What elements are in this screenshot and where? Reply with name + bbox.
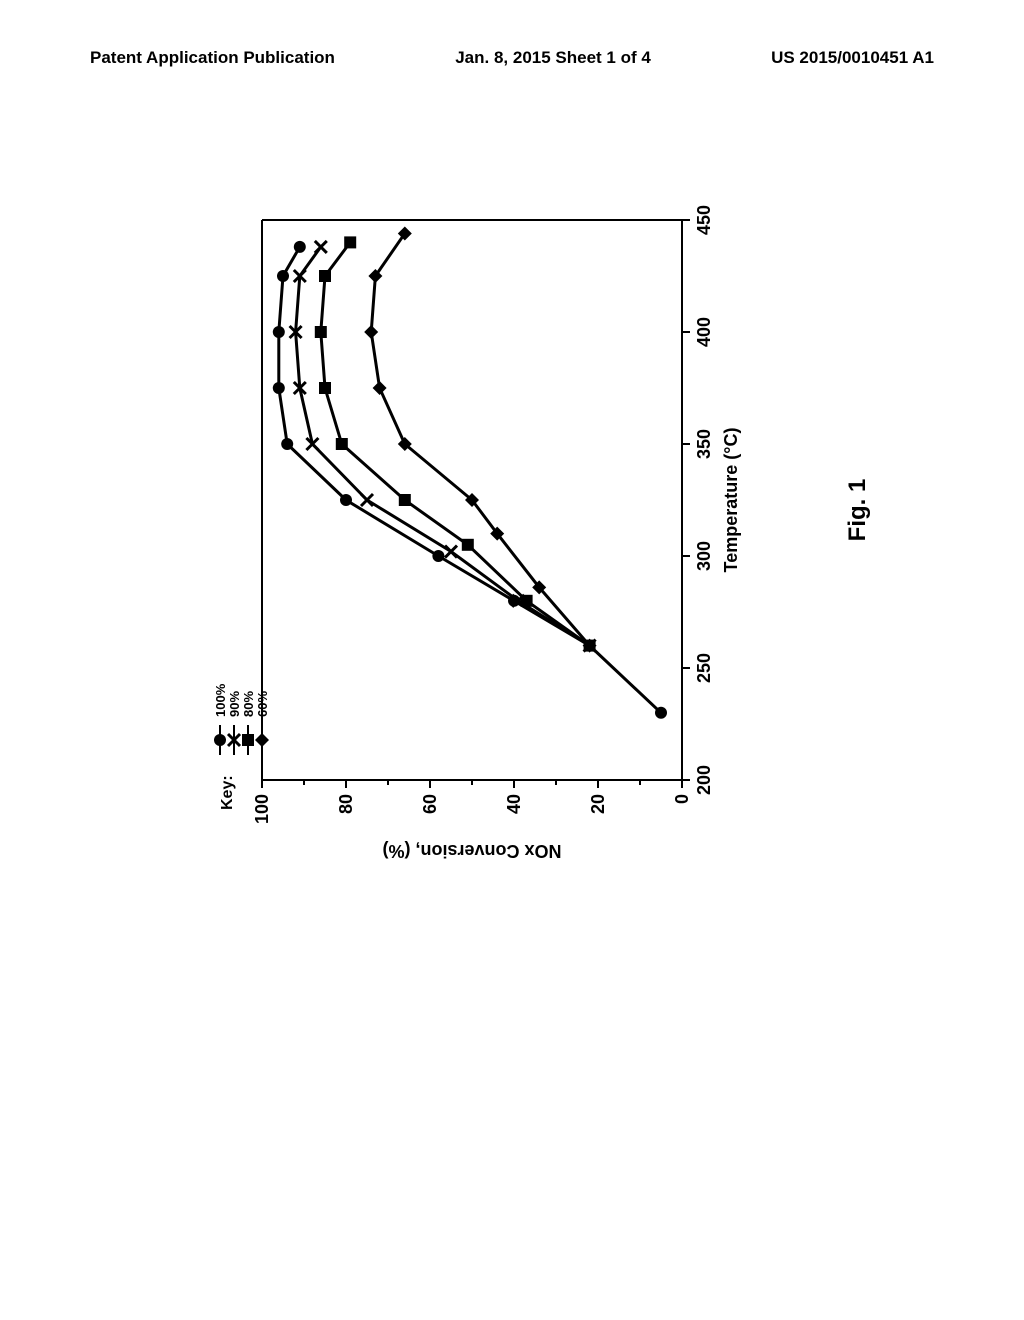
svg-text:250: 250 (694, 653, 714, 683)
svg-text:350: 350 (694, 429, 714, 459)
header-right: US 2015/0010451 A1 (771, 48, 934, 68)
svg-text:100: 100 (252, 794, 272, 824)
svg-text:300: 300 (694, 541, 714, 571)
svg-text:400: 400 (694, 317, 714, 347)
patent-header: Patent Application Publication Jan. 8, 2… (0, 48, 1024, 68)
svg-text:0: 0 (672, 794, 692, 804)
svg-text:Key:: Key: (219, 775, 236, 810)
header-left: Patent Application Publication (90, 48, 335, 68)
svg-text:60%: 60% (255, 691, 270, 717)
svg-text:80%: 80% (241, 691, 256, 717)
line-chart: 0 20 40 60 80 100 200 250 300 350 400 450 Temperatur… (202, 100, 822, 920)
page-area: 0 20 40 60 80 100 200 250 300 350 400 450 Temperatur… (60, 80, 964, 1260)
svg-text:Temperature (°C): Temperature (°C) (721, 428, 741, 573)
figure-caption: Fig. 1 (844, 479, 872, 542)
svg-text:450: 450 (694, 205, 714, 235)
svg-text:90%: 90% (227, 691, 242, 717)
svg-text:100%: 100% (213, 683, 228, 717)
header-center: Jan. 8, 2015 Sheet 1 of 4 (455, 48, 651, 68)
svg-text:60: 60 (420, 794, 440, 814)
svg-text:80: 80 (336, 794, 356, 814)
svg-text:NOx Conversion, (%): NOx Conversion, (%) (382, 841, 561, 861)
svg-text:200: 200 (694, 765, 714, 795)
svg-text:40: 40 (504, 794, 524, 814)
svg-text:20: 20 (588, 794, 608, 814)
figure-rotated-wrapper: 0 20 40 60 80 100 200 250 300 350 400 450 Temperatur… (202, 100, 822, 920)
